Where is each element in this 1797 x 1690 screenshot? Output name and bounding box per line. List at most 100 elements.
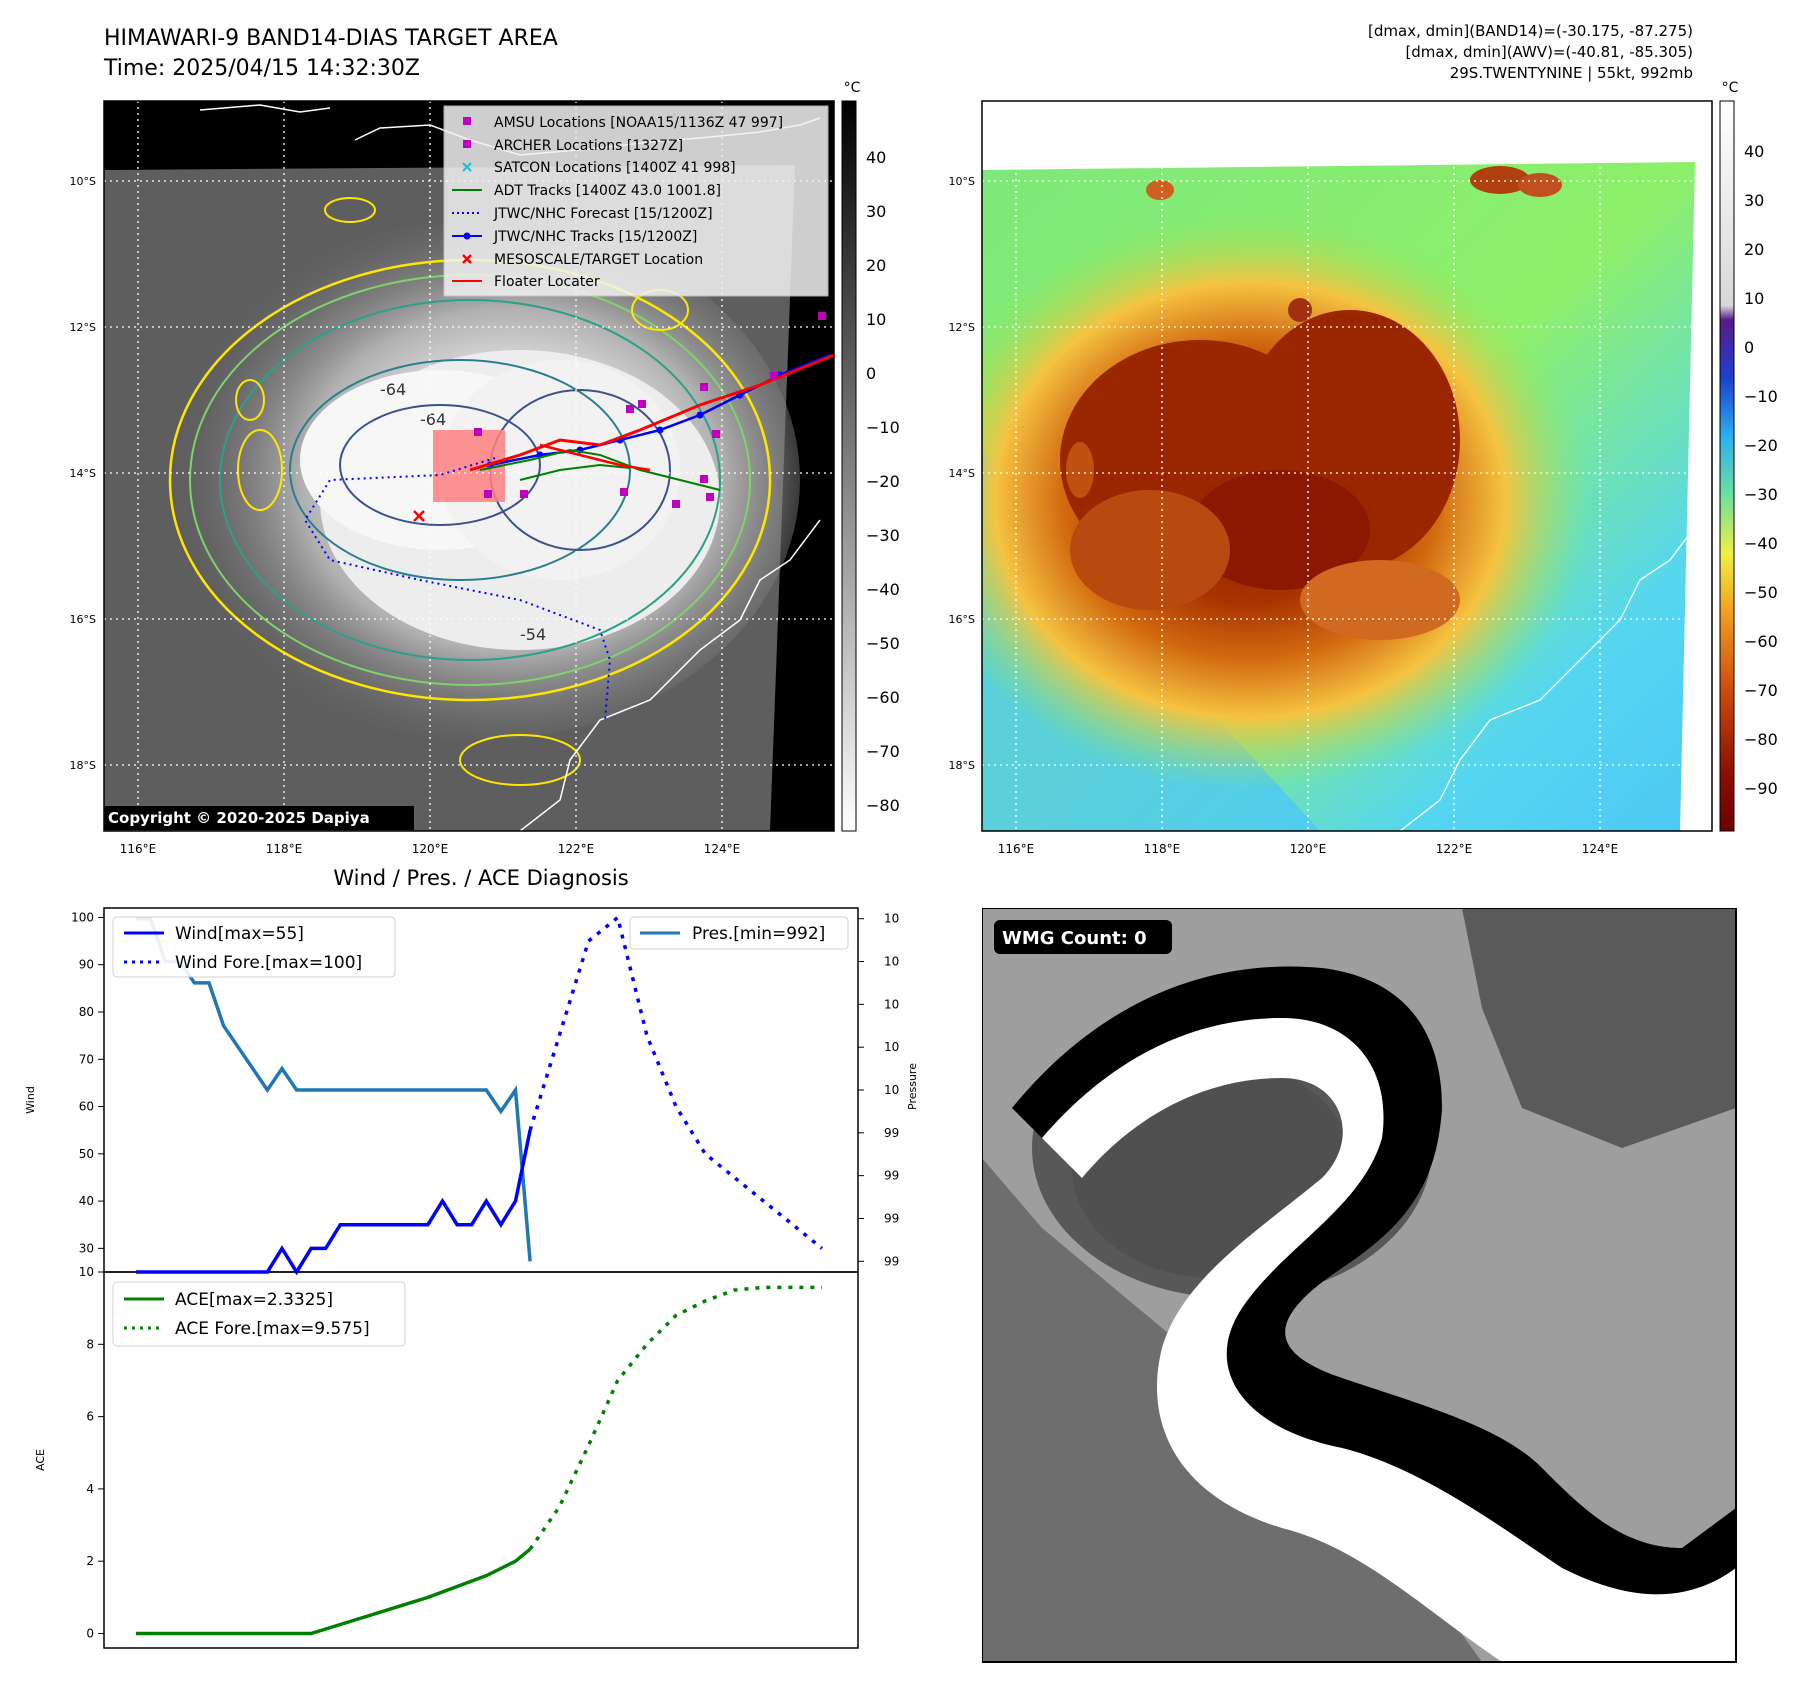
contour-label: -54 — [520, 625, 546, 644]
ace-tick-label: 8 — [86, 1337, 94, 1351]
lon-label: 124°E — [704, 842, 741, 856]
wind-axis-label: Wind — [24, 1086, 37, 1114]
colorbar-tick: −50 — [866, 634, 900, 653]
info-line-3: 29S.TWENTYNINE | 55kt, 992mb — [1449, 64, 1693, 82]
colorbar-tick: −30 — [866, 526, 900, 545]
legend-ace: ACE[max=2.3325] — [175, 1290, 333, 1310]
colorbar-unit: °C — [1722, 80, 1739, 96]
awv-imagery — [982, 101, 1712, 831]
contour-label: -64 — [420, 410, 446, 429]
ace-forecast-line — [528, 1285, 822, 1551]
ace-legend: ACE[max=2.3325] ACE Fore.[max=9.575] — [112, 1281, 406, 1347]
colorbar-tick: 30 — [1744, 191, 1764, 210]
lon-label: 124°E — [1582, 842, 1619, 856]
pressure-tick-label: 992 — [884, 1254, 900, 1268]
legend-floater: Floater Locater — [494, 274, 600, 290]
wind-tick-label: 30 — [79, 1241, 94, 1255]
time-stamp: Time: 2025/04/15 14:32:30Z — [104, 56, 420, 81]
ir-imagery: -64 -64 -54 — [104, 101, 834, 831]
colorbar-tick: 10 — [866, 310, 886, 329]
ace-tick-label: 6 — [86, 1410, 94, 1424]
lon-label: 122°E — [558, 842, 595, 856]
legend-archer: ARCHER Locations [1327Z] — [494, 138, 683, 154]
ace-tick-label: 0 — [86, 1627, 94, 1641]
wmg-count: WMG Count: 0 — [1002, 928, 1147, 949]
colorbar-tick: 10 — [1744, 289, 1764, 308]
colorbar-tick: −40 — [866, 580, 900, 599]
wind-legend: Wind[max=55] Wind Fore.[max=100] — [112, 916, 396, 978]
colorbar-tick: 0 — [1744, 338, 1754, 357]
lon-label: 116°E — [120, 842, 157, 856]
legend-satcon: SATCON Locations [1400Z 41 998] — [494, 160, 736, 176]
lat-label: 18°S — [70, 759, 96, 772]
legend-wind-fore: Wind Fore.[max=100] — [175, 953, 362, 973]
colorbar-tick: −60 — [866, 688, 900, 707]
copyright-box — [104, 806, 414, 830]
diagnosis-chart: Wind ACE 1009080706050403010081006100410… — [24, 907, 900, 1649]
lat-label: 10°S — [70, 175, 96, 188]
lat-label: 18°S — [949, 759, 975, 772]
legend-forecast: JTWC/NHC Forecast [15/1200Z] — [493, 206, 713, 222]
legend-pres: Pres.[min=992] — [692, 924, 825, 944]
wind-line — [136, 1129, 532, 1276]
colorbar-tick: 20 — [866, 256, 886, 275]
lon-label: 118°E — [266, 842, 303, 856]
ace-tick-label: 2 — [86, 1554, 94, 1568]
colorbar-tick: −60 — [1744, 632, 1778, 651]
contour-label: -64 — [380, 380, 406, 399]
colorbar-tick: −10 — [1744, 387, 1778, 406]
wind-forecast-line — [528, 914, 824, 1250]
colorbar-tick: −10 — [866, 418, 900, 437]
pressure-tick-label: 994 — [884, 1211, 900, 1225]
wind-tick-label: 40 — [79, 1194, 94, 1208]
pres-legend: Pres.[min=992] — [629, 916, 849, 950]
lon-label: 116°E — [998, 842, 1035, 856]
wind-tick-label: 50 — [79, 1147, 94, 1161]
pressure-tick-label: 1002 — [884, 1040, 900, 1054]
copyright: Copyright © 2020-2025 Dapiya — [108, 809, 370, 827]
colorbar-tick: −20 — [866, 472, 900, 491]
satcon-marker — [462, 162, 472, 172]
map-legend: AMSU Locations [NOAA15/1136Z 47 997] ARC… — [452, 115, 783, 290]
lon-label: 120°E — [412, 842, 449, 856]
colorbar-tick: −80 — [1744, 730, 1778, 749]
legend-wind: Wind[max=55] — [175, 924, 304, 944]
gray-colorbar — [841, 100, 857, 832]
info-line-1: [dmax, dmin](BAND14)=(-30.175, -87.275) — [1368, 22, 1693, 40]
colorbar-tick: −70 — [1744, 681, 1778, 700]
legend-adt: ADT Tracks [1400Z 43.0 1001.8] — [494, 183, 721, 199]
colorbar-tick: −30 — [1744, 485, 1778, 504]
wmg-panel: WMG Count: 0 — [982, 908, 1737, 1663]
lat-label: 12°S — [949, 321, 975, 334]
wind-tick-label: 70 — [79, 1052, 94, 1066]
lat-label: 14°S — [70, 467, 96, 480]
ace-line — [136, 1547, 532, 1636]
pressure-tick-label: 998 — [884, 1126, 900, 1140]
colorbar-tick: 30 — [866, 202, 886, 221]
band14-map-panel: -64 -64 -54 — [70, 80, 900, 856]
pressure-tick-label: 1008 — [884, 912, 900, 926]
pressure-tick-label: 996 — [884, 1169, 900, 1183]
pressure-tick-label: 1006 — [884, 955, 900, 969]
diag-title: Wind / Pres. / ACE Diagnosis — [333, 866, 629, 890]
colorbar-tick: 40 — [1744, 142, 1764, 161]
pressure-tick-label: 1000 — [884, 1083, 900, 1097]
pressure-line — [136, 916, 532, 1262]
colorbar-tick: −40 — [1744, 534, 1778, 553]
lat-label: 14°S — [949, 467, 975, 480]
colorbar-tick: −50 — [1744, 583, 1778, 602]
colorbar-tick: 20 — [1744, 240, 1764, 259]
lat-label: 16°S — [70, 613, 96, 626]
wind-tick-label: 90 — [79, 958, 94, 972]
ace-tick-label: 4 — [86, 1482, 94, 1496]
colorbar-tick: 40 — [866, 148, 886, 167]
pressure-tick-label: 1004 — [884, 997, 900, 1011]
colorbar-tick: −80 — [866, 796, 900, 815]
main-title: HIMAWARI-9 BAND14-DIAS TARGET AREA — [104, 26, 558, 51]
ace-axis-label: ACE — [34, 1449, 47, 1471]
lon-label: 120°E — [1290, 842, 1327, 856]
colorbar-tick: −20 — [1744, 436, 1778, 455]
colorbar-unit: °C — [844, 80, 861, 96]
lon-label: 118°E — [1144, 842, 1181, 856]
colorbar-tick: 0 — [866, 364, 876, 383]
